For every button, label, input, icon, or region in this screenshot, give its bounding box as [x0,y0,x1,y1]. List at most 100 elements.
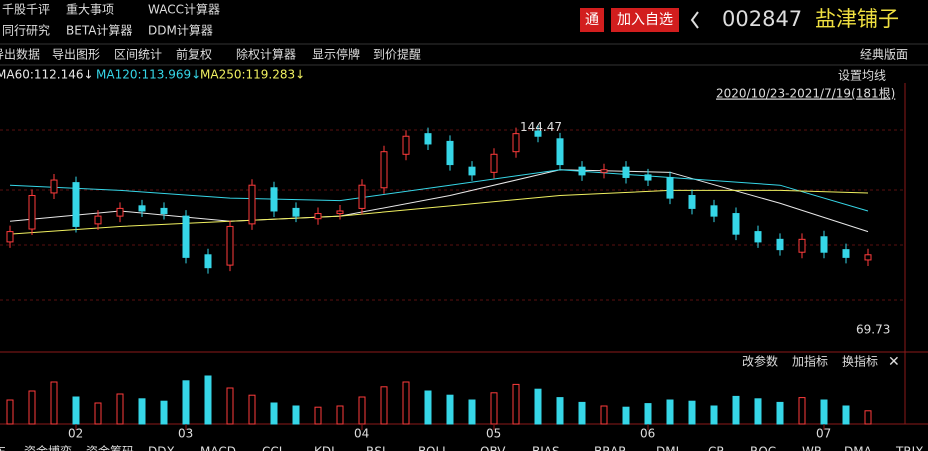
ma-legend: MA60:112.146↓ [0,68,94,82]
volume-bar [380,386,388,425]
candle-body [864,254,872,261]
bottom-tab[interactable]: KDJ [314,445,335,451]
candle-body [842,249,850,258]
bottom-tab[interactable]: 资金博弈 [24,444,72,451]
candle-body [798,238,806,253]
toolbar-item[interactable]: 导出数据 [0,47,40,62]
high-label: 144.47 [520,120,562,134]
volume-bar [226,387,234,425]
toolbar-item[interactable]: 导出图形 [52,48,100,62]
candle-body [710,205,718,217]
ma-legend: MA250:119.283↓ [200,68,305,82]
volume-bar [28,390,36,425]
candle-body [270,187,278,212]
bottom-tab[interactable]: DMA [844,445,873,451]
month-label: 07 [816,427,831,441]
ma-settings[interactable]: 设置均线 [838,69,886,83]
volume-bar [248,394,256,425]
bottom-tab[interactable]: 股东 [0,445,6,451]
candle-body [600,169,608,173]
bottom-tab[interactable]: DMI [656,445,679,451]
header-link[interactable]: 重大事项 [66,3,114,17]
toolbar-item[interactable]: 到价提醒 [373,47,421,62]
ma-legend: MA120:113.969↓ [96,68,201,82]
bottom-tab[interactable]: TRIX [895,445,923,451]
volume-bar [754,398,762,425]
toolbar-item[interactable]: 前复权 [176,47,212,62]
bottom-tab[interactable]: OBV [480,445,506,451]
candle-body [182,215,190,258]
candle-body [138,205,146,212]
candle-body [688,195,696,209]
candle-body [336,210,344,215]
candle-body [512,133,520,153]
add-button[interactable]: 加入自选 [617,12,673,28]
volume-bar [666,399,674,425]
indicator-button[interactable]: 改参数 [742,354,778,369]
toolbar-item[interactable]: 区间统计 [114,48,162,62]
bottom-tab[interactable]: BOLL [418,445,449,451]
candle-body [204,254,212,269]
volume-bar [204,375,212,425]
header-link[interactable]: 千股千评 [2,3,50,17]
bottom-tab[interactable]: 资金筹码 [86,444,134,451]
badge[interactable]: 通 [585,12,599,28]
candle-body [402,135,410,155]
back-arrow[interactable] [690,11,699,29]
volume-bar [424,390,432,425]
candle-body [534,130,542,137]
close-button[interactable]: ✕ [888,354,900,370]
volume-bar [710,405,718,425]
candle-body [776,238,784,251]
range-label: 2020/10/23-2021/7/19(181根) [716,87,895,101]
volume-bar [6,399,14,425]
header-link[interactable]: BETA计算器 [66,23,132,38]
indicator-button[interactable]: 换指标 [842,354,878,369]
bottom-tab[interactable]: WR [802,445,822,451]
bottom-tab[interactable]: CCI [262,445,282,451]
candle-body [468,166,476,176]
volume-bar [314,406,322,425]
candle-body [380,151,388,189]
volume-bar [138,398,146,425]
volume-bar [490,392,498,425]
bottom-tab[interactable]: DDX [148,445,175,451]
indicator-button[interactable]: 加指标 [792,354,828,369]
month-label: 04 [354,427,369,441]
header-link[interactable]: DDM计算器 [148,23,213,38]
volume-bar [534,388,542,425]
month-label: 03 [178,427,193,441]
candle-body [424,133,432,145]
stock-code: 002847 [722,7,802,31]
low-label: 69.73 [856,322,890,336]
candle-body [72,182,80,227]
bottom-tab[interactable]: CR [708,445,725,451]
volume-bar [864,410,872,425]
bottom-tab[interactable]: ROC [750,445,776,451]
bottom-tab[interactable]: BIAS [532,445,560,451]
candle-body [490,153,498,173]
bottom-tab[interactable]: MACD [200,445,236,451]
header-link[interactable]: 同行研究 [2,23,50,38]
candle-body [160,207,168,215]
header-link[interactable]: WACC计算器 [148,2,220,17]
add-button-bg[interactable] [611,8,679,32]
bottom-tab[interactable]: BRAR [594,445,627,451]
badge-bg[interactable] [580,8,604,32]
bottom-tab[interactable]: RSI [366,445,386,451]
layout-button[interactable]: 经典版面 [860,48,908,62]
volume-bar [270,402,278,425]
candle-body [28,195,36,230]
toolbar-item[interactable]: 显示停牌 [312,47,360,62]
month-label: 02 [68,427,83,441]
volume-bar [776,401,784,425]
ma-line [9,189,869,235]
stock-name: 盐津铺子 [815,7,899,31]
volume-bar [556,397,564,425]
volume-bar [644,403,652,425]
volume-bar [358,396,366,425]
toolbar-item[interactable]: 除权计算器 [236,47,296,62]
volume-bar [182,380,190,425]
volume-bar [116,393,124,425]
candle-body [314,213,322,220]
